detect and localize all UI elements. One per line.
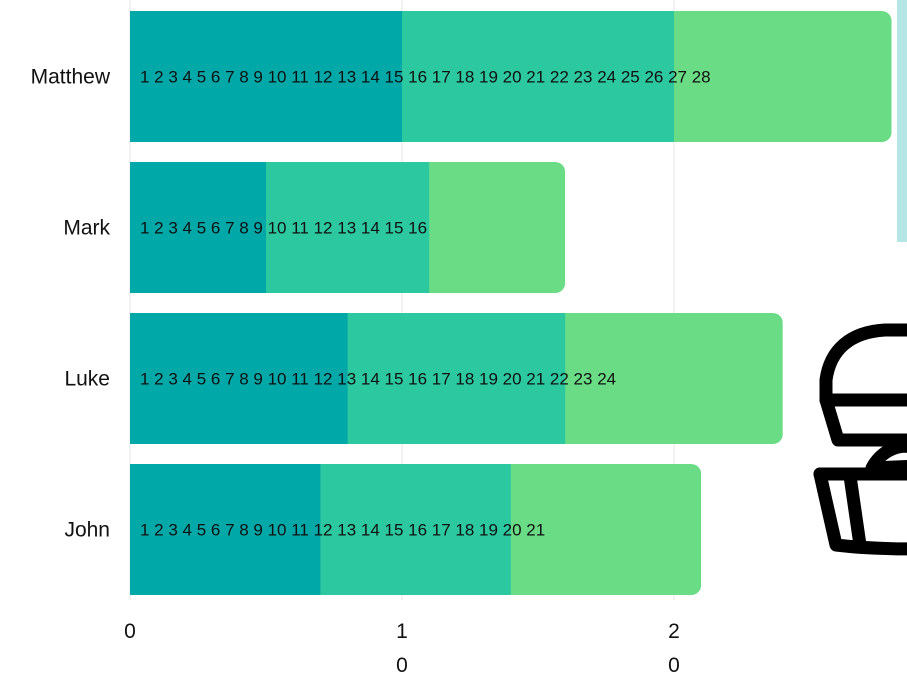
chapter-label: 1 2 3 4 5 6 7 8 9 10 11 12 13 14 15 16 1… bbox=[140, 68, 711, 87]
bar-segment bbox=[674, 11, 892, 142]
labels: 0 1 0 2 0 Matthew 1 2 3 4 5 6 7 8 9 10 11 12 1… bbox=[31, 66, 711, 675]
bar-group bbox=[130, 313, 783, 444]
x-tick-label: 0 bbox=[668, 654, 680, 675]
bar-segment bbox=[266, 162, 430, 293]
bar-segment bbox=[565, 313, 783, 444]
x-tick-label: 0 bbox=[124, 620, 136, 643]
decoration bbox=[813, 0, 907, 556]
chapter-label: 1 2 3 4 5 6 7 8 9 10 11 12 13 14 15 16 1… bbox=[140, 370, 616, 389]
bar-segment bbox=[347, 313, 566, 444]
bar-group bbox=[130, 11, 892, 142]
bar-segment bbox=[130, 464, 321, 595]
category-label: Matthew bbox=[31, 66, 111, 89]
x-tick-label: 1 bbox=[396, 620, 408, 643]
bar-segment bbox=[510, 464, 702, 595]
category-label: Mark bbox=[63, 217, 110, 240]
bars bbox=[130, 11, 892, 595]
chapter-label: 1 2 3 4 5 6 7 8 9 10 11 12 13 14 15 16 1… bbox=[140, 521, 545, 540]
bar-segment bbox=[130, 162, 267, 293]
bar-segment bbox=[130, 313, 349, 444]
bar-segment bbox=[429, 162, 566, 293]
category-label: Luke bbox=[64, 368, 110, 391]
chapter-label: 1 2 3 4 5 6 7 8 9 10 11 12 13 14 15 16 bbox=[140, 219, 427, 238]
bar-segment bbox=[130, 11, 403, 142]
x-tick-label: 2 bbox=[668, 620, 680, 643]
bar-group bbox=[130, 162, 566, 293]
treasure-chest-icon bbox=[813, 323, 907, 556]
category-label: John bbox=[64, 519, 110, 542]
bar-segment bbox=[402, 11, 675, 142]
bar-segment bbox=[320, 464, 512, 595]
x-tick-label: 0 bbox=[396, 654, 408, 675]
bar-group bbox=[130, 464, 702, 595]
side-panel bbox=[897, 0, 907, 242]
